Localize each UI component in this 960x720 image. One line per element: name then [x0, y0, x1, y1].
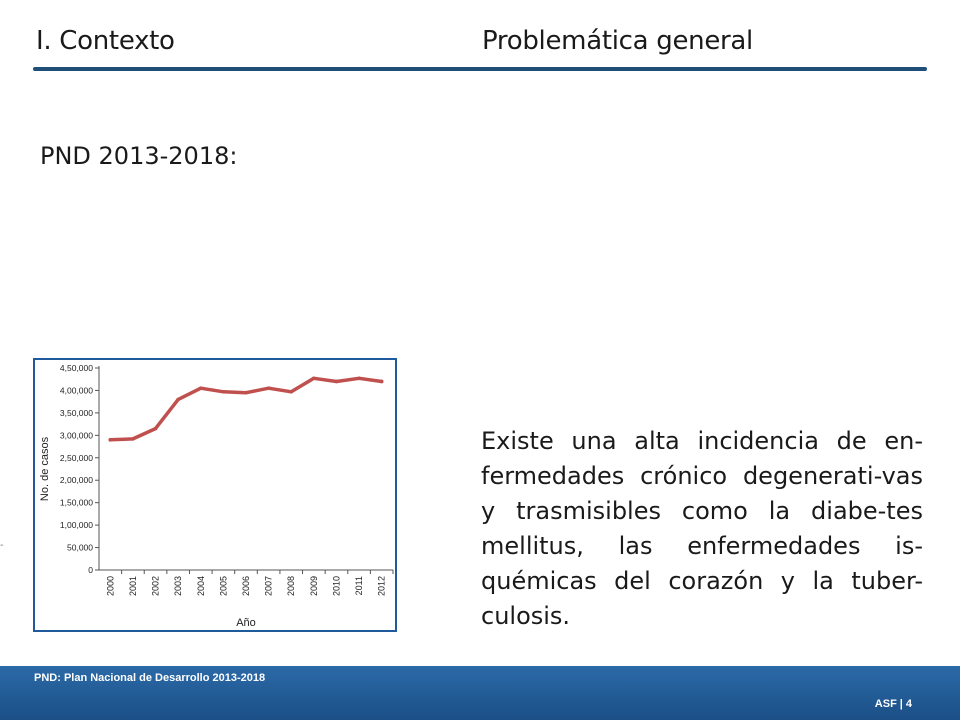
data-point: [244, 390, 248, 395]
y-tick-label: 0: [88, 565, 93, 575]
data-point: [198, 386, 203, 390]
data-point: [379, 379, 384, 384]
cases-chart-frame: 0 50,000 1,00,000 1,50,000 2,00,000 2,50,000 3…: [33, 358, 397, 632]
x-tick-label: 2002: [151, 576, 161, 596]
x-tick-label: 2004: [196, 576, 206, 596]
data-point: [334, 379, 339, 384]
x-tick-label: 2009: [309, 576, 319, 596]
footer-note: PND: Plan Nacional de Desarrollo 2013-20…: [34, 672, 266, 684]
footer-org: ASF: [874, 698, 897, 710]
footer-page-indicator: ASF | 4: [875, 698, 912, 710]
y-tick-label: 3,50,000: [60, 408, 93, 418]
data-point: [131, 437, 135, 441]
pnd-subtitle: PND 2013-2018:: [40, 142, 238, 170]
data-point: [289, 389, 294, 394]
data-point: [266, 386, 271, 390]
data-point: [153, 426, 158, 431]
page-number: 4: [905, 698, 912, 710]
x-tick-label: 2005: [218, 576, 228, 596]
series-line: [108, 376, 384, 442]
y-tick-label: 2,00,000: [60, 475, 93, 485]
y-tick-label: 50,000: [67, 543, 93, 553]
x-axis-title: Año: [236, 617, 256, 629]
y-tick-label: 4,50,000: [60, 363, 93, 373]
data-point: [357, 376, 361, 381]
x-tick-label: 2006: [241, 576, 251, 596]
data-point: [221, 389, 226, 394]
y-tick-label: 3,00,000: [60, 430, 93, 440]
x-tick-label: 2001: [128, 576, 138, 596]
y-tick-label: 1,00,000: [60, 520, 93, 530]
footer-separator: |: [899, 698, 903, 710]
section-title: I. Contexto: [36, 26, 175, 56]
x-tick-label: 2012: [377, 576, 387, 596]
data-point: [108, 438, 113, 442]
body-paragraph: Existe una alta incidencia de en-fermeda…: [481, 427, 923, 630]
y-tick-label: 1,50,000: [60, 498, 93, 508]
header-rule: [33, 67, 927, 71]
y-tick-label: 4,00,000: [60, 385, 93, 395]
x-tick-label: 2008: [286, 576, 296, 596]
cases-line-chart: 0 50,000 1,00,000 1,50,000 2,00,000 2,50,000 3…: [39, 363, 394, 629]
x-tick-label: 2003: [173, 576, 183, 596]
x-tick-label: 2000: [105, 576, 115, 596]
x-tick-label: 2007: [264, 576, 274, 596]
x-tick-label: 2011: [354, 576, 364, 595]
y-tick-label: 2,50,000: [60, 453, 93, 463]
y-axis-title: No. de casos: [39, 436, 51, 501]
x-tick-label: 2010: [331, 576, 341, 596]
data-point: [176, 397, 180, 402]
stray-mark: -: [0, 540, 4, 551]
data-point: [312, 376, 316, 381]
topic-title: Problemática general: [482, 26, 753, 56]
footer-bar: PND: Plan Nacional de Desarrollo 2013-20…: [0, 666, 960, 720]
